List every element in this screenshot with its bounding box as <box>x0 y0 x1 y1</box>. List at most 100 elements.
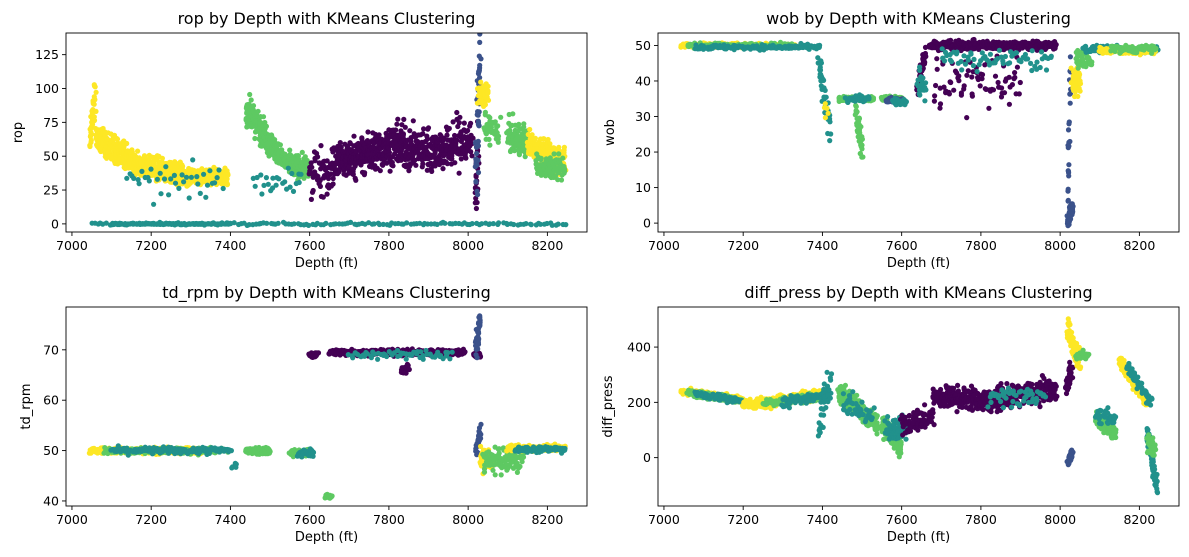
data-point <box>956 78 962 84</box>
data-point <box>555 221 561 227</box>
data-point <box>1089 59 1095 65</box>
data-point <box>461 120 467 126</box>
data-point <box>1075 74 1082 80</box>
data-point <box>454 109 460 116</box>
data-point <box>476 67 482 73</box>
data-point <box>287 147 293 153</box>
data-point <box>822 87 828 93</box>
data-point <box>561 165 567 171</box>
data-point <box>444 161 450 167</box>
data-point <box>163 164 169 170</box>
data-point <box>490 221 496 227</box>
data-point <box>563 222 569 228</box>
data-point <box>948 37 954 43</box>
data-point <box>154 176 160 182</box>
data-point <box>968 50 974 56</box>
data-point <box>390 163 396 169</box>
data-point <box>1002 53 1009 60</box>
data-point <box>406 168 412 174</box>
data-point <box>549 222 555 228</box>
data-point <box>407 128 413 134</box>
data-point <box>495 123 501 129</box>
data-point <box>398 157 404 163</box>
data-point <box>962 61 969 67</box>
data-point <box>1012 70 1018 76</box>
data-point <box>1029 67 1035 74</box>
data-point <box>979 76 985 82</box>
data-point <box>299 149 305 155</box>
data-point <box>402 124 408 130</box>
data-point <box>1075 93 1081 99</box>
data-point <box>511 221 517 228</box>
data-point <box>136 181 142 187</box>
data-point <box>452 132 458 139</box>
data-point <box>990 87 997 93</box>
data-point <box>969 93 976 99</box>
data-point <box>1066 170 1072 176</box>
data-point <box>1006 74 1012 80</box>
data-point <box>825 110 831 116</box>
data-point <box>348 219 354 225</box>
data-point <box>456 120 462 126</box>
data-point <box>824 105 830 111</box>
data-point <box>866 95 872 101</box>
data-point <box>470 135 476 141</box>
data-point <box>270 175 276 181</box>
data-point <box>224 181 231 187</box>
data-point <box>1022 51 1028 58</box>
data-point <box>259 191 265 197</box>
data-point <box>941 58 948 64</box>
data-point <box>337 140 343 146</box>
data-point <box>401 116 407 122</box>
data-point <box>474 150 480 157</box>
x-tick-label: 8200 <box>531 238 563 253</box>
data-point <box>556 151 562 157</box>
data-point <box>159 155 165 161</box>
data-point <box>287 184 293 190</box>
data-point <box>93 108 99 114</box>
data-point <box>545 136 551 143</box>
data-point <box>247 91 253 98</box>
data-point <box>273 182 279 188</box>
data-point <box>970 63 977 69</box>
data-point <box>538 157 544 163</box>
data-point <box>1065 223 1071 229</box>
data-point <box>291 221 297 227</box>
y-tick-label: 125 <box>35 47 59 62</box>
data-point <box>537 221 544 227</box>
data-point <box>449 150 455 156</box>
data-point <box>485 88 491 94</box>
data-point <box>469 153 475 159</box>
data-point <box>463 155 469 161</box>
data-point <box>937 105 943 111</box>
x-tick-label: 7400 <box>215 238 247 253</box>
data-point <box>529 132 535 138</box>
data-point <box>179 172 185 178</box>
data-point <box>298 171 304 177</box>
data-point <box>527 126 533 133</box>
data-point <box>482 109 488 115</box>
data-point <box>1012 74 1018 81</box>
data-point <box>380 221 386 227</box>
data-point <box>353 177 359 183</box>
data-point <box>757 47 763 53</box>
data-point <box>365 129 371 135</box>
data-point <box>961 53 967 59</box>
data-point <box>135 177 141 183</box>
data-point <box>1069 201 1075 207</box>
data-point <box>1043 67 1050 73</box>
data-point <box>1028 60 1034 66</box>
data-point <box>168 176 174 182</box>
data-point <box>475 192 481 198</box>
data-point <box>1066 162 1072 168</box>
data-point <box>408 138 414 144</box>
data-point <box>917 64 923 70</box>
data-point <box>330 175 336 182</box>
data-point <box>859 93 865 99</box>
data-point <box>421 126 427 132</box>
data-point <box>276 176 282 182</box>
data-point <box>394 121 400 127</box>
data-point <box>475 143 481 149</box>
data-point <box>1075 47 1081 54</box>
data-point <box>510 111 516 117</box>
